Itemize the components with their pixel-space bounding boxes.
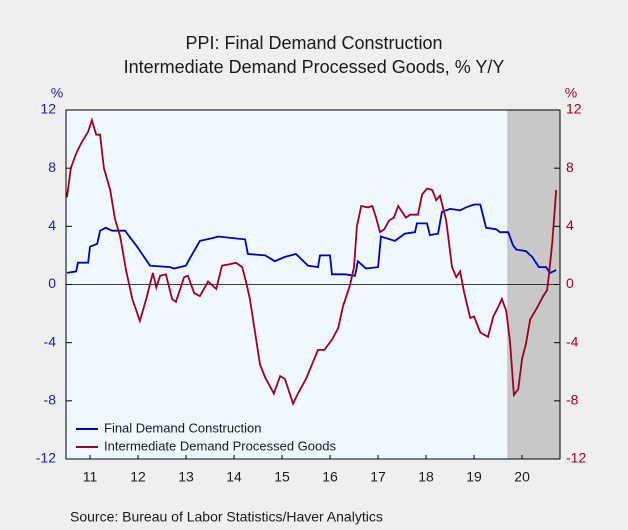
- plot-frame: [65, 109, 561, 460]
- y-tick-label: 4: [48, 217, 56, 233]
- series-line: [66, 203, 557, 277]
- x-tick-label: 20: [514, 469, 530, 485]
- x-tick-label: 19: [466, 469, 482, 485]
- y-axis-label: %: [51, 85, 63, 101]
- source: Source: Bureau of Labor Statistics/Haver…: [70, 509, 383, 525]
- x-tick-label: 13: [178, 469, 194, 485]
- y2-tick-label: -4: [566, 333, 579, 349]
- y-tick-label: 12: [40, 101, 56, 117]
- x-tick-label: 17: [370, 469, 386, 485]
- chart-subtitle: Intermediate Demand Processed Goods, % Y…: [124, 57, 505, 77]
- y2-tick-label: 0: [566, 275, 574, 291]
- y-tick-label: -8: [44, 392, 57, 408]
- x-tick-label: 14: [226, 469, 242, 485]
- legend-label: Final Demand Construction: [104, 420, 262, 435]
- legend-label: Intermediate Demand Processed Goods: [104, 438, 336, 453]
- y2-tick-label: 4: [566, 217, 574, 233]
- y-tick-label: -12: [36, 450, 56, 466]
- y2-axis-label: %: [565, 85, 577, 101]
- chart-title: PPI: Final Demand Construction: [185, 33, 442, 53]
- x-tick-label: 12: [130, 469, 146, 485]
- y-tick-label: 8: [48, 159, 56, 175]
- y2-tick-label: -8: [566, 392, 579, 408]
- y2-tick-label: -12: [566, 450, 586, 466]
- series-line: [66, 117, 558, 407]
- x-tick-label: 18: [418, 469, 434, 485]
- x-tick-label: 11: [83, 469, 98, 485]
- y-tick-label: -4: [44, 333, 57, 349]
- y2-tick-label: 12: [566, 101, 582, 117]
- y2-tick-label: 8: [566, 159, 574, 175]
- y-tick-label: 0: [48, 275, 56, 291]
- x-tick-label: 15: [274, 469, 290, 485]
- x-tick-label: 16: [322, 469, 338, 485]
